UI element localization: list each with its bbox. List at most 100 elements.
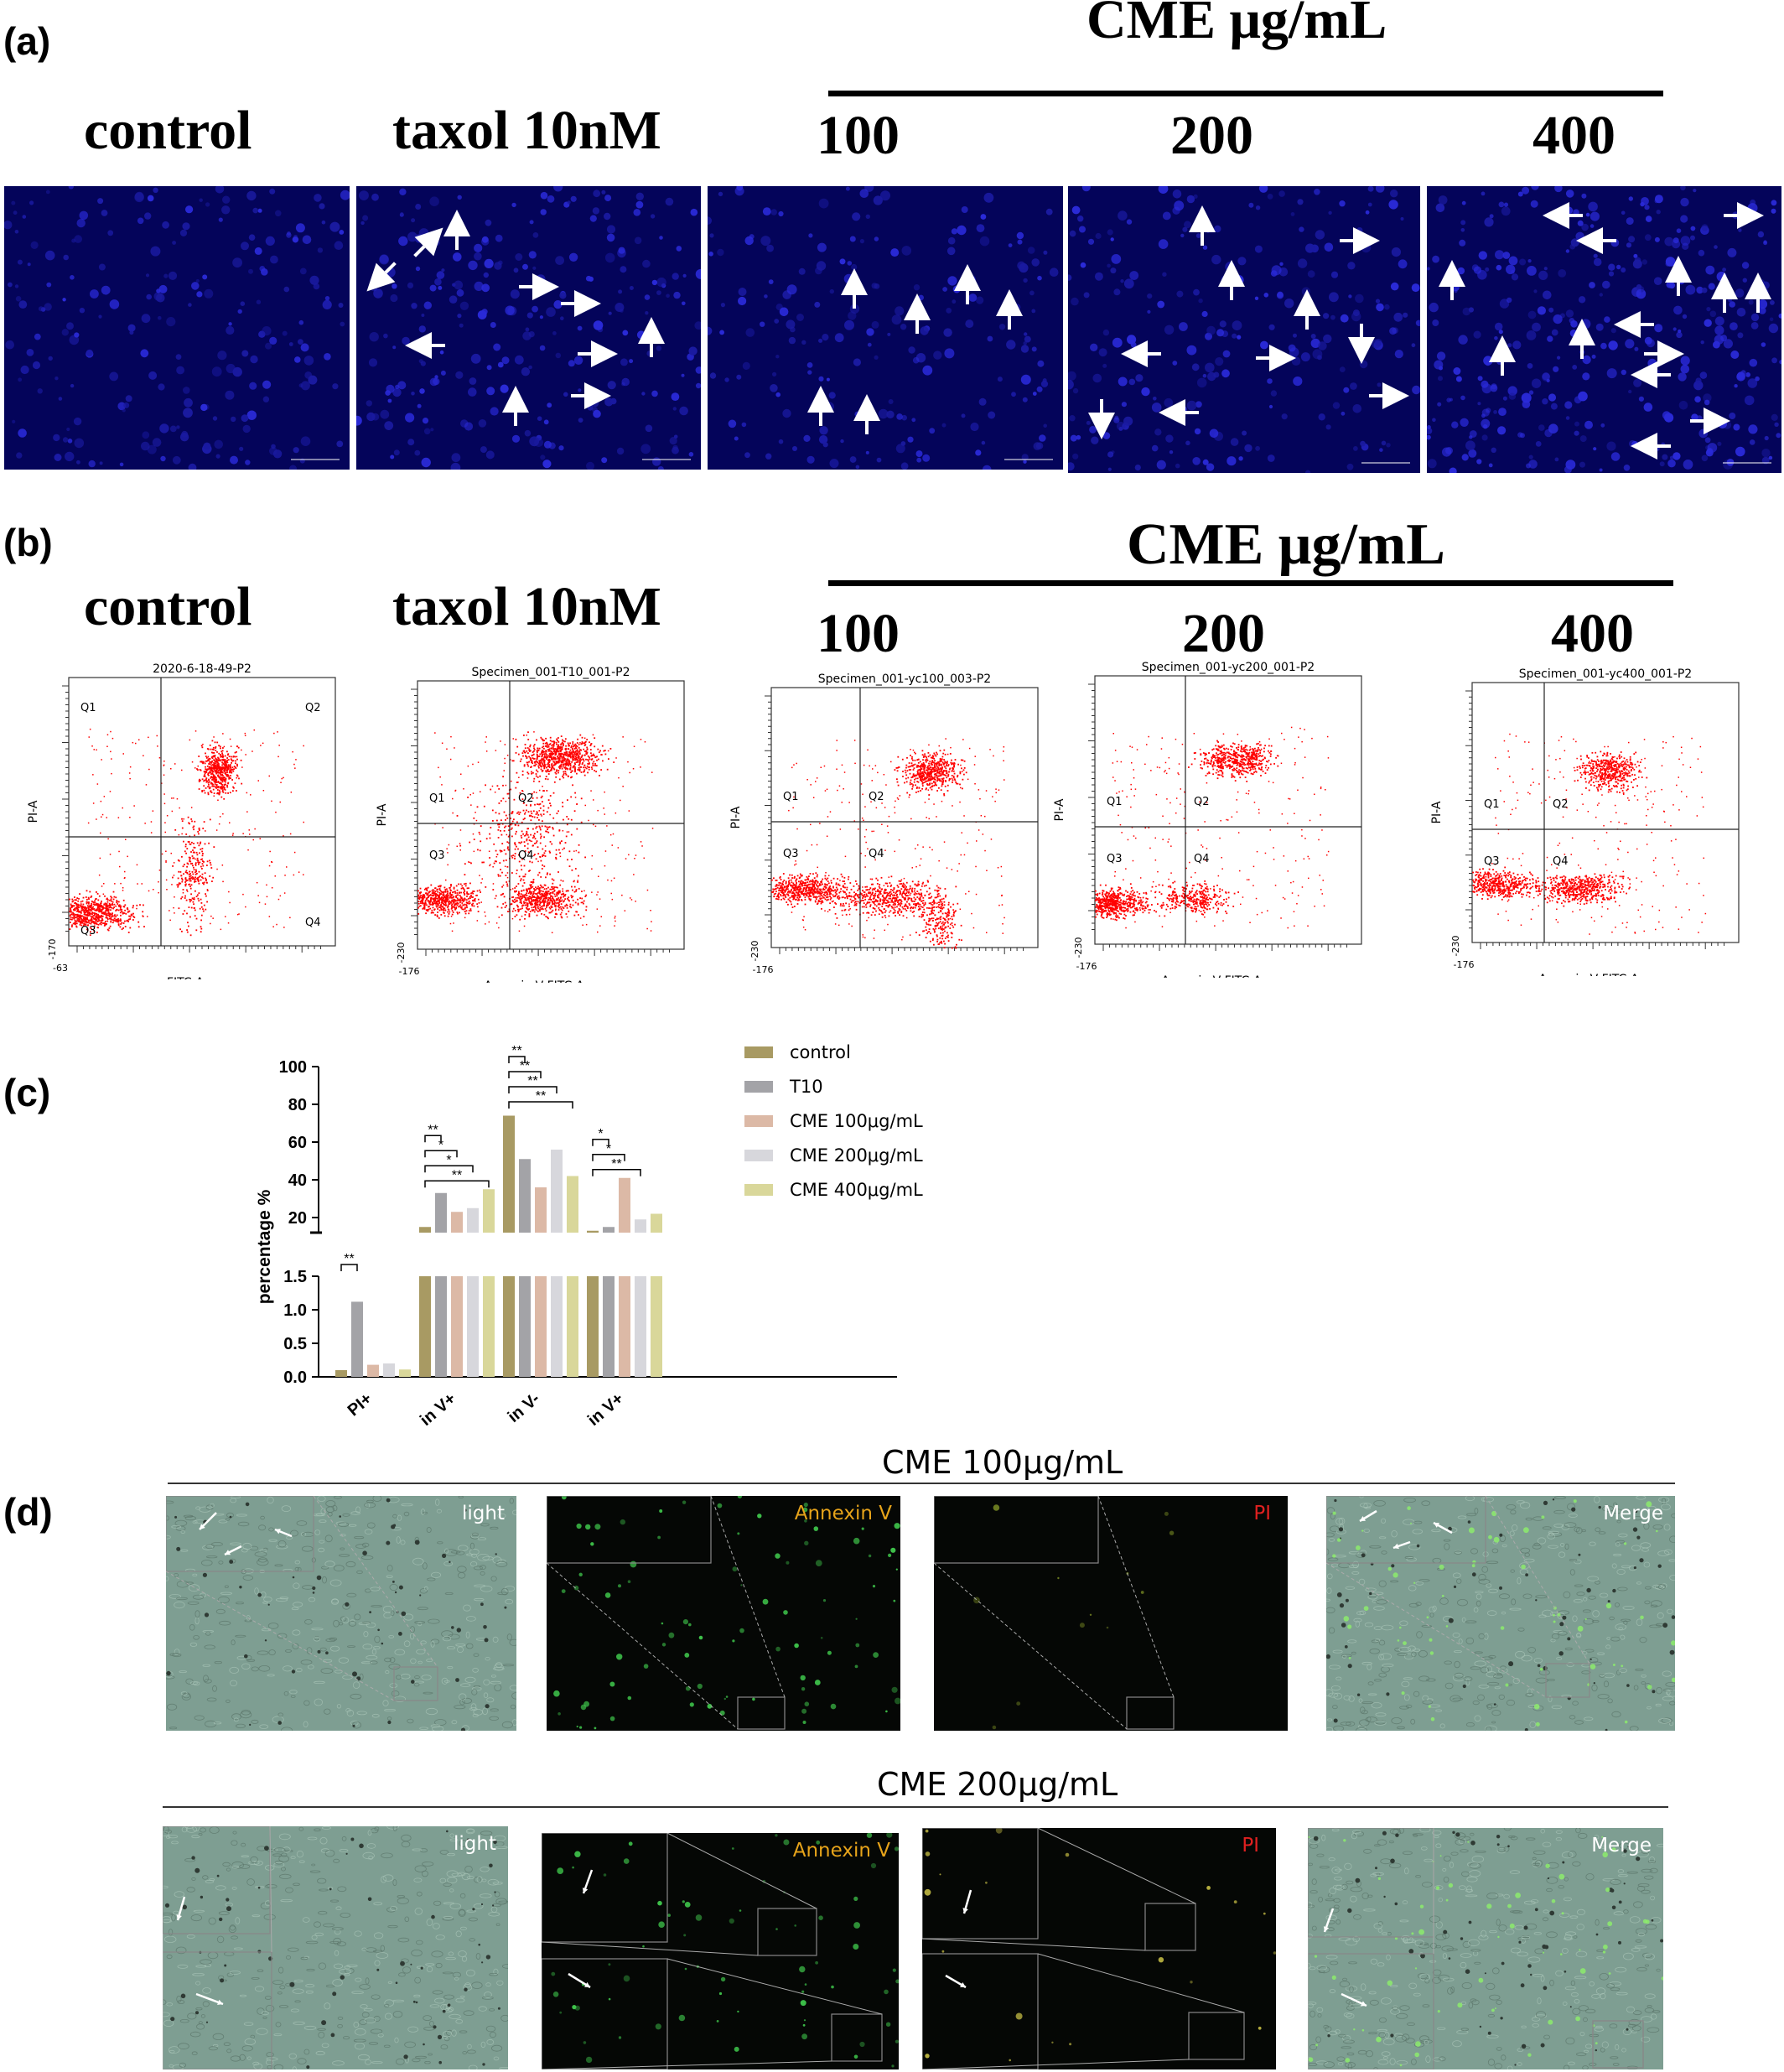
legend-label: control	[790, 1042, 851, 1062]
legend-swatch	[744, 1150, 773, 1161]
significance-bracket	[424, 1180, 490, 1188]
zoom-guide-line	[166, 1571, 395, 1701]
significance-mark: **	[536, 1089, 546, 1104]
zoom-guide-line	[922, 1938, 1146, 1951]
quadrant-label-q2: Q2	[869, 791, 884, 803]
axis-ticks	[411, 688, 671, 956]
bar-0-0	[335, 1370, 347, 1377]
quadrant-label-q4: Q4	[518, 849, 534, 862]
panel-a-label: (a)	[3, 19, 51, 63]
y-tick-label: 1.5	[283, 1268, 307, 1286]
y-tick-label: 1.0	[283, 1301, 307, 1320]
quadrant-label-q3: Q3	[1107, 853, 1123, 865]
event-dots	[1095, 726, 1330, 929]
pointer-arrowhead	[962, 1908, 968, 1914]
significance-bracket	[508, 1056, 526, 1063]
bar-2-0	[367, 1364, 379, 1377]
bar-lower-3-2	[551, 1276, 563, 1377]
legend-swatch	[744, 1115, 773, 1127]
zoom-guide-line	[1037, 1953, 1245, 2013]
panel-c-label: (c)	[3, 1071, 51, 1114]
zoom-guide-line	[1326, 1562, 1547, 1698]
y-tick-label: 100	[279, 1058, 307, 1077]
significance-bracket	[424, 1150, 458, 1158]
arrow-marker	[1369, 382, 1409, 409]
arrow-group	[366, 210, 665, 426]
arrow-marker	[443, 210, 470, 250]
panel-b-label: (b)	[3, 521, 53, 564]
x-min-label: -176	[1454, 959, 1475, 970]
bar-4-0	[399, 1369, 411, 1377]
bar-lower-4-2	[567, 1276, 578, 1377]
flow-plot-control: 2020-6-18-49-P2 FITC-A PI-A -63 -170 Q1 Q2 Q3 Q4	[25, 661, 344, 979]
y-min-label: -230	[749, 941, 760, 962]
pointer-arrowhead	[1393, 1543, 1399, 1550]
arrow-marker	[1218, 260, 1245, 300]
significance-mark: **	[527, 1074, 537, 1088]
arrow-marker	[1631, 433, 1671, 460]
quadrant-label-q4: Q4	[305, 917, 321, 929]
bar-lower-1-2	[519, 1276, 531, 1377]
row1-merge-image: Merge	[1326, 1496, 1675, 1731]
y-axis-label: PI-A	[27, 800, 40, 823]
zoom-source-box	[1308, 1953, 1434, 2069]
arrow-marker	[405, 332, 445, 359]
bar-lower-1-1	[435, 1276, 447, 1377]
quadrant-label-q1: Q1	[80, 702, 96, 714]
axis-ticks	[1088, 683, 1348, 951]
arrow-marker	[904, 293, 931, 334]
arrow-marker	[578, 340, 618, 367]
bar-4-3	[651, 1213, 662, 1233]
panel-d-row1-title: CME 100μg/mL	[882, 1444, 1123, 1481]
fluorescent-spots	[924, 1828, 1276, 2062]
significance-bracket	[592, 1169, 641, 1176]
bar-3-1	[467, 1207, 479, 1233]
arrow-marker	[1711, 273, 1738, 313]
row1-annexin-tag: Annexin V	[794, 1503, 892, 1524]
axis-ticks	[1465, 690, 1725, 949]
bar-1-3	[603, 1227, 615, 1233]
bar-1-1	[435, 1192, 447, 1233]
pointer-arrowhead	[217, 1999, 223, 2005]
quadrant-label-q1: Q1	[1484, 798, 1500, 811]
panel-b-group-rule	[828, 580, 1673, 586]
significance-bracket	[340, 1264, 358, 1271]
arrow-marker	[841, 268, 868, 309]
event-dots	[417, 731, 654, 933]
row1-annexin-image: Annexin V	[547, 1496, 900, 1731]
arrow-marker	[1294, 289, 1320, 330]
arrow-marker	[1121, 340, 1161, 367]
event-dots	[771, 738, 1005, 949]
x-axis-label: Annexin V FITC-A	[1538, 973, 1639, 976]
zoom-inset-frame	[542, 1958, 668, 2069]
significance-bracket	[592, 1139, 609, 1146]
arrow-marker	[807, 386, 834, 426]
axis-ticks	[765, 695, 1024, 954]
bar-2-3	[619, 1177, 630, 1233]
significance-bracket	[424, 1135, 442, 1143]
panel-a-group-header: CME μg/mL	[1086, 0, 1387, 50]
plot-title: Specimen_001-yc400_001-P2	[1519, 667, 1692, 681]
bar-4-1	[483, 1189, 495, 1233]
legend-label: CME 400μg/mL	[790, 1180, 923, 1200]
bar-lower-0-3	[587, 1276, 599, 1377]
bar-lower-4-3	[651, 1276, 662, 1377]
nuclei-field	[1068, 186, 1420, 473]
zoom-guide-line	[547, 1562, 739, 1730]
arrow-marker	[1439, 260, 1465, 300]
y-tick-label: 80	[288, 1096, 307, 1114]
y-tick-label: 0.5	[283, 1335, 307, 1353]
row2-pi-tag: PI	[1242, 1835, 1259, 1856]
panel-a-col-100: 100	[817, 105, 900, 166]
panel-b-col-400: 400	[1551, 603, 1634, 664]
row2-pi-image: PI	[922, 1828, 1276, 2069]
bar-lower-0-1	[419, 1276, 431, 1377]
pointer-arrowhead	[1434, 1522, 1439, 1528]
panel-a-col-control: control	[84, 100, 252, 161]
arrow-marker	[1088, 399, 1115, 439]
pointer-arrowhead	[1360, 1515, 1366, 1521]
x-axis-label: Annexin V FITC-A	[1161, 974, 1262, 978]
axis-ticks	[62, 685, 322, 953]
plot-title: Specimen_001-yc200_001-P2	[1142, 661, 1315, 674]
zoom-inset-frame	[922, 1953, 1039, 2069]
